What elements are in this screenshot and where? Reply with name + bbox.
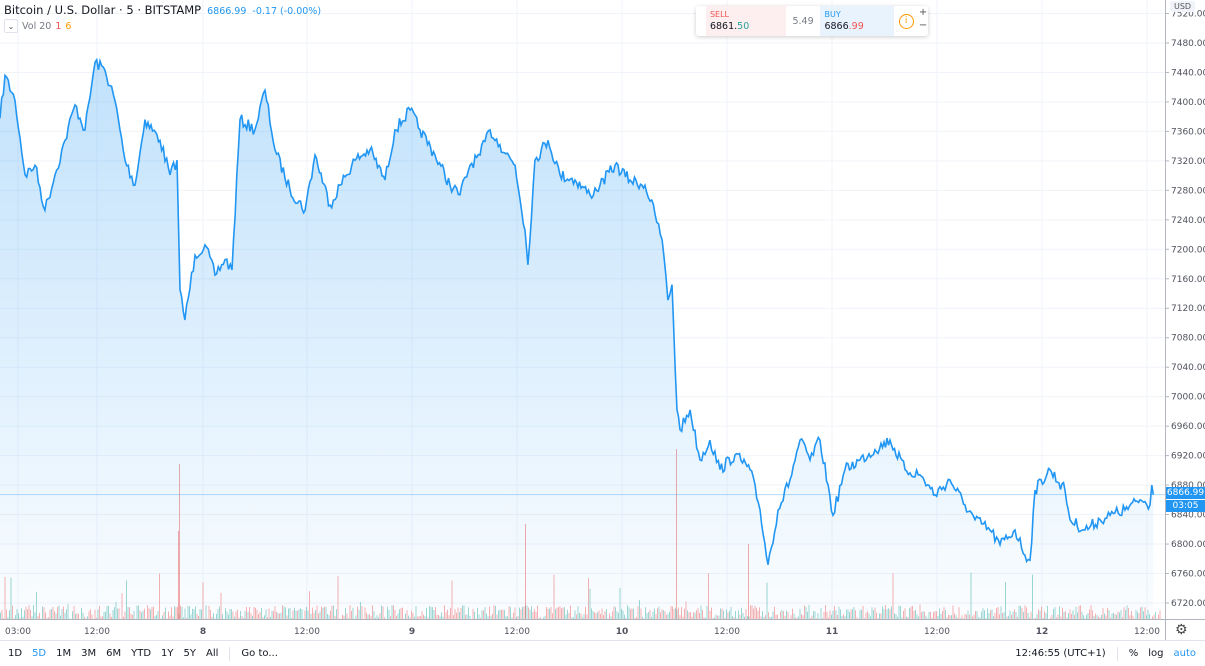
range-1d[interactable]: 1D [8,648,23,659]
price-tick-label: 7480.00 [1171,39,1205,49]
time-tick-label: 12:00 [714,627,740,637]
plus-button[interactable]: + [918,7,928,18]
sell-button[interactable]: SELL 6861.50 [705,6,786,36]
time-tick-label: 9 [409,627,415,637]
time-tick-label: 11 [826,627,839,637]
divider [229,646,231,661]
volume-value-b: 6 [65,20,72,32]
range-5y[interactable]: 5Y [183,648,197,659]
range-all[interactable]: All [206,648,219,659]
time-tick-label: 12:00 [1134,627,1160,637]
price-change: -0.17 (-0.00%) [252,6,322,17]
drag-handle-icon[interactable] [696,6,706,36]
volume-bar [1158,614,1159,619]
sell-price: 6861. [709,21,738,32]
bottom-toolbar: 1D 5D 1M 3M 6M YTD 1Y 5Y All Go to... 12:46:55 (… [0,640,1205,666]
volume-bar [1153,614,1155,619]
info-button[interactable]: i [894,6,918,36]
auto-toggle[interactable]: auto [1173,648,1196,659]
volume-label: Vol 20 [22,20,52,32]
price-line [0,57,1155,565]
price-tick-label: 6880.00 [1171,481,1205,491]
range-5d[interactable]: 5D [32,648,47,659]
buy-button[interactable]: BUY 6866.99 [820,6,895,36]
symbol-name: Bitcoin / U.S. Dollar [4,3,116,17]
volume-value-a: 1 [55,20,62,32]
volume-bar [1159,610,1161,619]
price-tick-label: 6720.00 [1171,599,1205,609]
settings-gear-icon[interactable]: ⚙ [1175,622,1188,638]
price-area [0,59,1154,620]
time-tick-label: 03:00 [5,627,31,637]
price-tick-label: 7000.00 [1171,393,1205,403]
range-ytd[interactable]: YTD [131,648,152,659]
sell-price-decimals: 50 [737,21,750,32]
price-axis[interactable]: 7520.00 7480.00 7440.00 7400.00 7360.00 7320.… [1165,10,1205,609]
price-tick-label: 7280.00 [1171,186,1205,196]
range-6m[interactable]: 6M [106,648,122,659]
exchange: BITSTAMP [144,3,202,17]
volume-bar [1155,611,1156,619]
chevron-down-icon[interactable]: ⌄ [4,19,18,33]
symbol-legend: Bitcoin / U.S. Dollar · 5 · BITSTAMP 6866… [4,3,322,17]
time-axis[interactable]: 03:00 12:00 8 12:00 9 12:00 10 12:00 11 12:00 12 12… [5,627,1160,637]
clock-timezone[interactable]: 12:46:55 (UTC+1) [1015,648,1106,659]
volume-legend: ⌄ Vol 20 1 6 [4,19,71,33]
currency-label[interactable]: USD [1170,1,1196,12]
last-price: 6866.99 [207,6,247,17]
price-tick-label: 7120.00 [1171,304,1205,314]
current-price-label: 6866.99 [1166,487,1205,499]
goto-button[interactable]: Go to... [241,648,278,659]
time-tick-label: 12:00 [504,627,530,637]
buy-price-decimals: .99 [848,21,864,32]
range-1m[interactable]: 1M [56,648,72,659]
interval: 5 [126,3,134,17]
buy-price: 6866 [824,21,849,32]
price-tick-label: 7440.00 [1171,68,1205,78]
price-tick-label: 7520.00 [1171,10,1205,20]
price-tick-label: 7160.00 [1171,275,1205,285]
divider [1116,646,1118,661]
time-tick-label: 12 [1036,627,1049,637]
price-tick-label: 7360.00 [1171,127,1205,137]
price-tick-label: 6960.00 [1171,422,1205,432]
price-tick-label: 7040.00 [1171,363,1205,373]
range-1y[interactable]: 1Y [161,648,174,659]
percent-toggle[interactable]: % [1128,648,1139,659]
price-tick-label: 7240.00 [1171,216,1205,226]
time-tick-label: 8 [200,627,206,637]
time-tick-label: 12:00 [84,627,110,637]
price-tick-label: 6920.00 [1171,452,1205,462]
range-3m[interactable]: 3M [81,648,97,659]
price-tick-label: 6760.00 [1171,569,1205,579]
price-tick-label: 7320.00 [1171,157,1205,167]
log-toggle[interactable]: log [1148,648,1164,659]
price-tick-label: 7200.00 [1171,245,1205,255]
price-tick-label: 7080.00 [1171,334,1205,344]
time-tick-label: 12:00 [294,627,320,637]
sell-label: SELL [709,10,729,19]
minus-button[interactable]: − [918,20,928,31]
time-tick-label: 10 [616,627,629,637]
price-tick-label: 7400.00 [1171,98,1205,108]
trade-panel: SELL 6861.50 5.49 BUY 6866.99 i + − [696,6,928,36]
spread: 5.49 [792,15,814,27]
price-tick-label: 6800.00 [1171,540,1205,550]
price-chart[interactable]: 7520.00 7480.00 7440.00 7400.00 7360.00 7320.… [0,0,1205,640]
price-tick-label: 6840.00 [1171,511,1205,521]
buy-label: BUY [824,10,841,19]
time-tick-label: 12:00 [924,627,950,637]
info-icon: i [898,13,914,29]
bar-countdown: 03:05 [1166,500,1205,512]
